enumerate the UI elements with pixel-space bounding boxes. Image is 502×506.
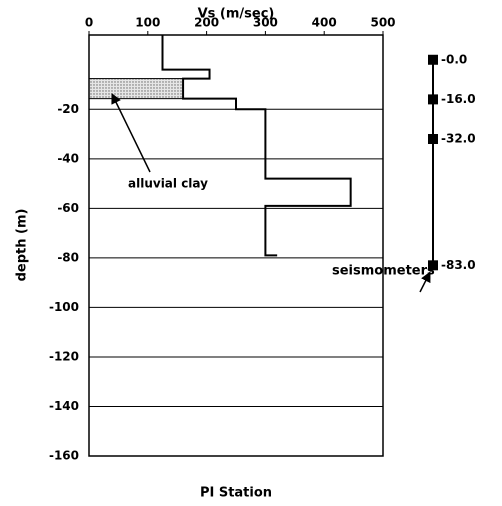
y-tick-label: -120 [49,349,79,363]
y-tick-label: -100 [49,300,79,314]
clay-layer [88,78,184,100]
seismometer [428,260,438,271]
y-tick-label: -140 [49,399,79,413]
x-tick-label: 0 [85,16,93,30]
x-tick-label: 100 [135,16,160,30]
seismometer [428,94,438,105]
seismometer-label: -16.0 [441,92,476,106]
x-tick-label: 300 [253,16,278,30]
y-tick-label: -160 [49,449,79,463]
chart-title: PI Station [200,486,272,501]
x-tick-label: 400 [312,16,337,30]
vs-profile [161,35,352,257]
y-tick-label: -60 [57,201,79,215]
seismometer [428,54,438,65]
x-tick-label: 200 [194,16,219,30]
y-tick-label: -40 [57,151,79,165]
seismometer-label: -0.0 [441,52,467,66]
y-tick-label: -80 [57,250,79,264]
y-tick-label: -20 [57,102,79,116]
x-tick-label: 500 [370,16,395,30]
annotation: seismometers [332,264,435,279]
plot-frame [88,34,384,457]
y-axis-label: depth (m) [15,209,30,282]
annotation-arrow [419,271,431,293]
annotation: alluvial clay [128,177,208,191]
seismometer [428,134,438,145]
seismometer-label: -32.0 [441,132,476,146]
annotation-arrow [111,93,151,173]
x-axis-label: Vs (m/sec) [198,7,275,22]
seismometer-label: -83.0 [441,258,476,272]
